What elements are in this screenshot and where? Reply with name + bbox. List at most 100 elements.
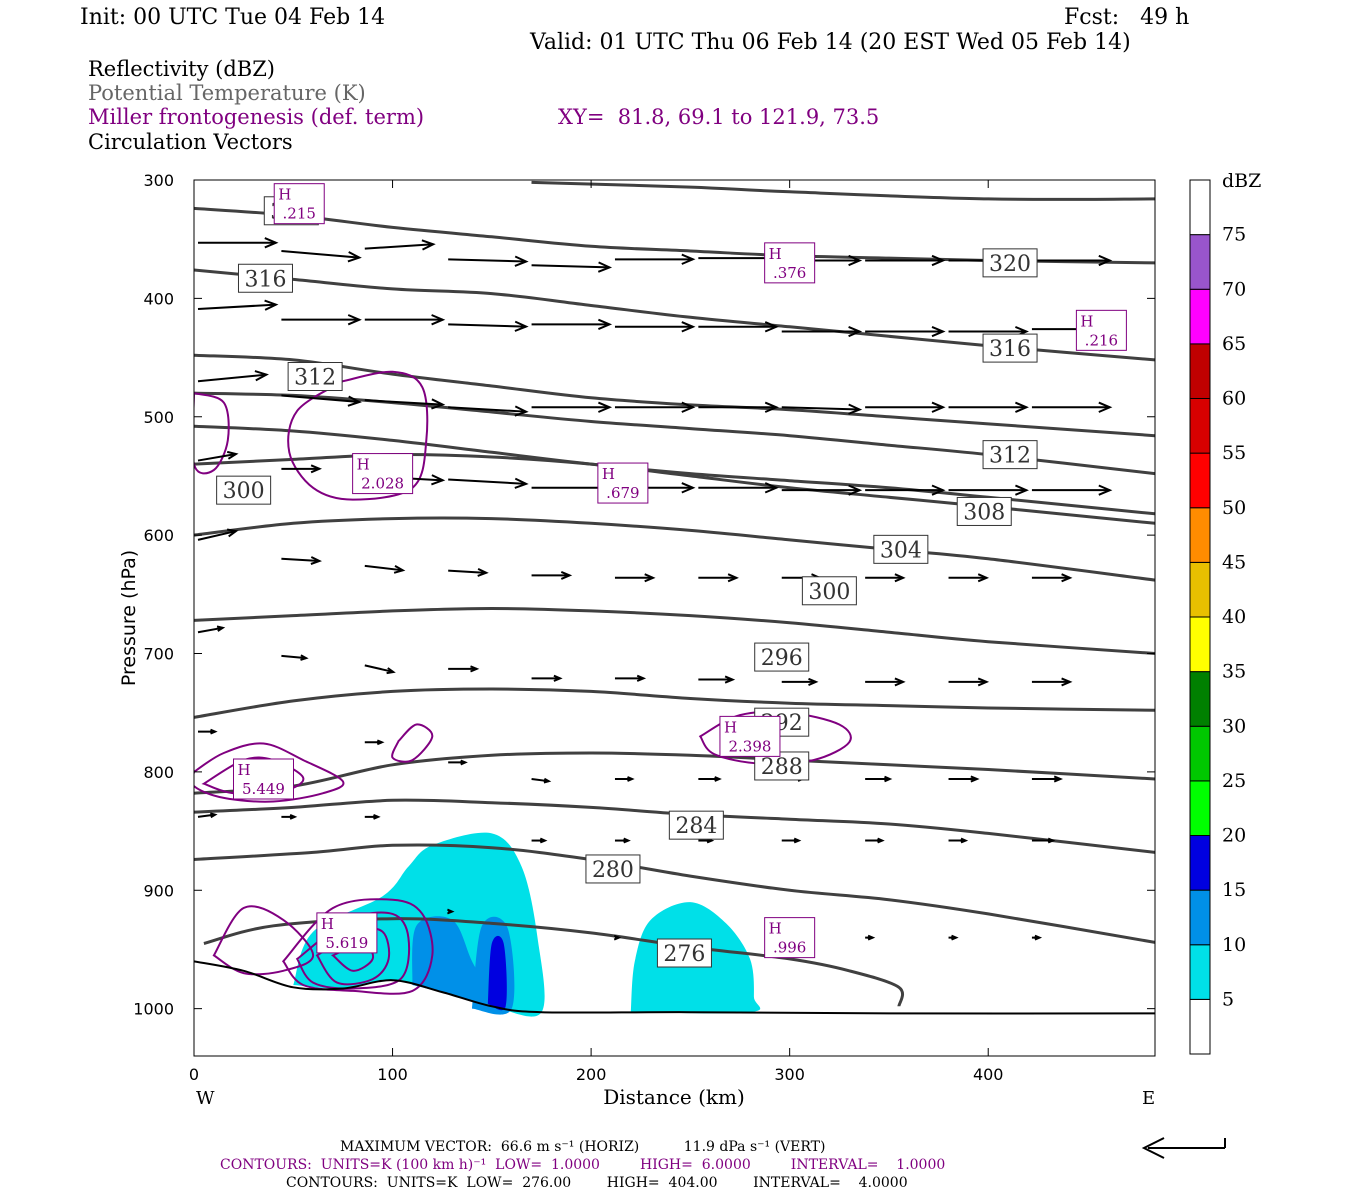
theta-contour-312 xyxy=(194,391,1155,476)
colorbar-level-label: 20 xyxy=(1222,825,1246,847)
circulation-vector xyxy=(531,261,613,273)
theta-label-box xyxy=(216,475,272,505)
circulation-vector xyxy=(447,908,455,915)
theta-label: 296 xyxy=(754,642,810,672)
circulation-vector xyxy=(1031,775,1063,783)
colorbar-segment xyxy=(1189,780,1211,836)
circulation-vector xyxy=(865,573,906,583)
theta-label-box xyxy=(656,938,712,968)
vector-head xyxy=(931,254,946,267)
circulation-vector xyxy=(1031,837,1056,844)
frontogenesis-contour xyxy=(391,723,434,763)
vector-head xyxy=(1098,484,1113,496)
colorbar-segment xyxy=(1189,998,1211,1055)
vector-head xyxy=(264,299,279,311)
circulation-vector xyxy=(364,664,396,675)
vector-head xyxy=(1061,677,1073,687)
colorbar-segment xyxy=(1189,507,1211,563)
vector-head xyxy=(848,484,863,496)
circulation-vector xyxy=(781,484,863,496)
vector-head xyxy=(867,934,876,941)
vector-shaft xyxy=(197,813,216,818)
circulation-vector xyxy=(781,325,863,338)
circulation-vector xyxy=(448,477,529,489)
circulation-vector xyxy=(698,675,736,684)
vector-head xyxy=(1098,401,1113,413)
x-tick-label: 300 xyxy=(774,1065,805,1084)
vector-head xyxy=(977,677,990,687)
vector-head xyxy=(848,325,863,338)
circulation-vector xyxy=(281,464,322,474)
theta-label: 304 xyxy=(873,534,929,564)
vector-shaft xyxy=(448,406,527,413)
theta-label-text: 284 xyxy=(675,814,717,839)
field-theta-label: Potential Temperature (K) xyxy=(88,81,366,105)
vector-head xyxy=(254,370,269,382)
vector-head xyxy=(539,837,548,844)
vector-head xyxy=(226,528,239,538)
vector-head xyxy=(216,625,226,632)
colorbar-level-label: 10 xyxy=(1222,934,1246,956)
vector-head xyxy=(460,759,468,766)
vector-head xyxy=(623,837,631,844)
vector-head xyxy=(627,776,635,782)
colorbar-level-label: 30 xyxy=(1222,715,1246,737)
vector-head xyxy=(894,573,906,583)
frontogenesis-max-marker: H xyxy=(237,761,250,779)
circulation-vector xyxy=(865,484,946,496)
circulation-vector xyxy=(531,401,613,413)
theta-label-text: 288 xyxy=(761,755,803,780)
circulation-vector xyxy=(781,677,819,687)
circulation-vector xyxy=(948,934,959,941)
vector-head xyxy=(300,654,309,661)
vector-head xyxy=(613,934,622,941)
colorbar-level-label: 25 xyxy=(1222,770,1246,792)
theta-label-box xyxy=(585,854,641,884)
frontogenesis-maximum: H.215 xyxy=(273,183,325,225)
circulation-vector xyxy=(281,556,322,565)
vector-head xyxy=(393,565,406,574)
frontogenesis-contour xyxy=(698,710,852,765)
vector-shaft xyxy=(281,250,360,259)
frontogenesis-max-box xyxy=(719,715,781,757)
vector-shaft xyxy=(197,303,276,311)
colorbar-level-label: 45 xyxy=(1222,551,1246,573)
frontogenesis-max-marker: H xyxy=(321,915,334,933)
circulation-vector xyxy=(281,314,362,326)
frontogenesis-contours-info: CONTOURS: UNITS=K (100 km h)⁻¹ LOW= 1.00… xyxy=(220,1157,946,1173)
theta-label-box xyxy=(982,248,1038,278)
vector-shaft xyxy=(364,243,434,250)
vector-shaft xyxy=(197,452,237,462)
y-tick-label: 600 xyxy=(143,526,174,545)
vector-shaft xyxy=(448,258,527,263)
valid-time-label: Valid: 01 UTC Thu 06 Feb 14 (20 EST Wed … xyxy=(530,30,1131,55)
circulation-vector xyxy=(198,728,218,735)
frontogenesis-maximum: H2.028 xyxy=(352,453,414,495)
vector-head xyxy=(808,677,819,687)
axes: 300 400 500 600 700 800 900 1000 0 100 200 300 400 xyxy=(133,171,1155,1084)
vector-head xyxy=(960,837,969,844)
circulation-vector xyxy=(198,237,279,249)
colorbar-segment xyxy=(1189,616,1211,673)
circulation-vector xyxy=(364,314,446,326)
theta-label: 312 xyxy=(287,362,343,392)
theta-contour-280 xyxy=(194,843,1155,944)
colorbar-level-label: 70 xyxy=(1222,278,1246,300)
colorbar-level-label: 5 xyxy=(1222,988,1234,1010)
theta-label-box xyxy=(801,576,857,606)
circulation-vector xyxy=(948,484,1029,496)
vector-head xyxy=(1061,573,1073,583)
theta-label-text: 316 xyxy=(244,267,286,292)
circulation-vector xyxy=(865,401,946,413)
circulation-vector xyxy=(698,401,779,413)
circulation-vector xyxy=(364,564,406,574)
colorbar-level-label: 40 xyxy=(1222,606,1246,628)
terrain-line xyxy=(194,960,1155,1015)
vector-shaft xyxy=(448,323,527,328)
maximum-vector-label: MAXIMUM VECTOR: 66.6 m s⁻¹ (HORIZ) 11.9 … xyxy=(340,1139,826,1155)
vector-head xyxy=(514,477,529,489)
theta-label-box xyxy=(287,362,343,392)
circulation-vector xyxy=(364,398,446,410)
frontogenesis-max-box xyxy=(1075,309,1127,351)
circulation-vector xyxy=(865,325,946,338)
